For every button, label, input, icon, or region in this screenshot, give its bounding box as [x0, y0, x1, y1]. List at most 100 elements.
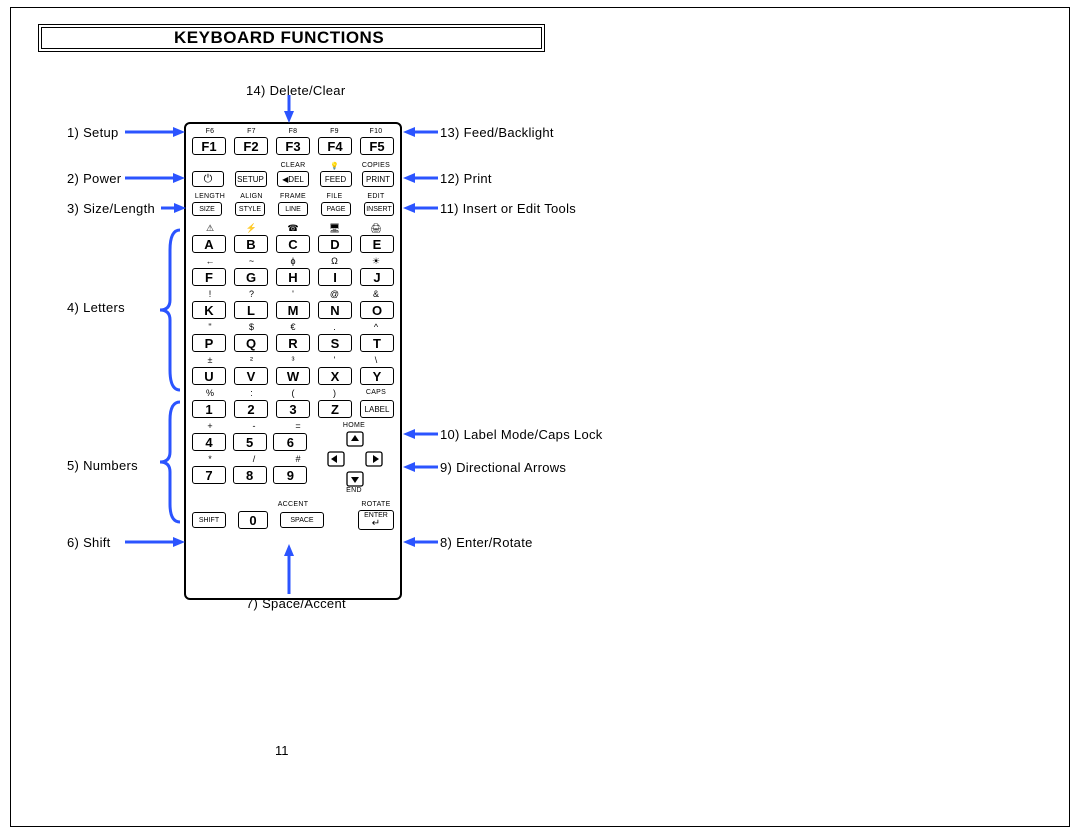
letters-row-2: K L M N O: [192, 301, 394, 319]
callout-11: 11) Insert or Edit Tools: [440, 201, 576, 216]
callout-3: 3) Size/Length: [67, 201, 155, 216]
key-y: Y: [360, 367, 394, 385]
key-b: B: [234, 235, 268, 253]
sym-4: ): [317, 389, 353, 399]
row2-labels: CLEAR 💡 COPIES: [192, 162, 394, 170]
page-number: 11: [275, 743, 289, 758]
sym-caps: CAPS: [358, 389, 394, 399]
arrow-13: [403, 126, 438, 138]
lbl-r3-4: EDIT: [358, 193, 394, 200]
label-f8: F8: [275, 128, 311, 135]
key-a: A: [192, 235, 226, 253]
key-f4: F4: [318, 137, 352, 155]
sym-t: ^: [358, 323, 394, 333]
key-line: LINE: [278, 202, 308, 216]
label-f6: F6: [192, 128, 228, 135]
callout-4: 4) Letters: [67, 300, 125, 315]
key-o: O: [360, 301, 394, 319]
key-shift: SHIFT: [192, 512, 226, 528]
sym-l: ?: [234, 290, 270, 300]
sym-m: ': [275, 290, 311, 300]
sym-minus: -: [236, 422, 272, 432]
key-d: D: [318, 235, 352, 253]
arrow-7: [283, 544, 295, 594]
key-f1: F1: [192, 137, 226, 155]
arrow-6: [125, 536, 185, 548]
arrow-9: [403, 461, 438, 473]
arrow-pad: [320, 430, 390, 488]
sym-n: @: [317, 290, 353, 300]
key-z: Z: [318, 400, 352, 418]
section-title-bar: KEYBOARD FUNCTIONS: [38, 24, 545, 52]
keypad-body: F6 F7 F8 F9 F10 F1 F2 F3 F4 F5 CLEAR 💡 C…: [184, 122, 402, 600]
key-n: N: [318, 301, 352, 319]
lbl-r2-3: 💡: [317, 162, 353, 170]
key-page: PAGE: [321, 202, 351, 216]
sym-k: !: [192, 290, 228, 300]
callout-7: 7) Space/Accent: [246, 596, 346, 611]
key-power: ⏻: [192, 171, 224, 187]
sym-u: ±: [192, 356, 228, 366]
sym-1: %: [192, 389, 228, 399]
key-u: U: [192, 367, 226, 385]
key-label: LABEL: [360, 400, 394, 418]
label-f7: F7: [234, 128, 270, 135]
callout-9: 9) Directional Arrows: [440, 460, 566, 475]
lbl-r2-0: [192, 162, 228, 170]
key-x: X: [318, 367, 352, 385]
sym-r: €: [275, 323, 311, 333]
lbl-b3: [317, 501, 353, 508]
key-print: PRINT: [362, 171, 394, 187]
sym-f: ←: [192, 257, 228, 267]
sym-3: (: [275, 389, 311, 399]
sym-x: ': [317, 356, 353, 366]
arrow-8: [403, 536, 438, 548]
letters-row-4: U V W X Y: [192, 367, 394, 385]
key-insert: INSERT: [364, 202, 394, 216]
key-9: 9: [273, 466, 307, 484]
letters-sym-5: % : ( ) CAPS: [192, 389, 394, 399]
key-2: 2: [234, 400, 268, 418]
brace-numbers: [156, 400, 182, 524]
key-1: 1: [192, 400, 226, 418]
sym-g: ~: [234, 257, 270, 267]
key-h: H: [276, 268, 310, 286]
key-c: C: [276, 235, 310, 253]
key-l: L: [234, 301, 268, 319]
label-f9: F9: [317, 128, 353, 135]
key-w: W: [276, 367, 310, 385]
callout-6: 6) Shift: [67, 535, 111, 550]
key-style: STYLE: [235, 202, 265, 216]
key-r: R: [276, 334, 310, 352]
sym-e: 🖨: [358, 224, 394, 234]
key-setup: SETUP: [235, 171, 267, 187]
key-space: SPACE: [280, 512, 324, 528]
sym-p: ": [192, 323, 228, 333]
letters-sym-1: ← ~ ϕ Ω ☀: [192, 257, 394, 267]
callout-1: 1) Setup: [67, 125, 119, 140]
sym-eq: =: [280, 422, 316, 432]
lbl-r3-0: LENGTH: [192, 193, 228, 200]
num-row-0: 1 2 3 Z LABEL: [192, 400, 394, 418]
sym-c: ☎: [275, 224, 311, 234]
letters-sym-4: ± ² ³ ' \: [192, 356, 394, 366]
lbl-r2-2: CLEAR: [275, 162, 311, 170]
key-7: 7: [192, 466, 226, 484]
lbl-r3-1: ALIGN: [234, 193, 270, 200]
fkey-row: F1 F2 F3 F4 F5: [192, 137, 394, 155]
lbl-r3-2: FRAME: [275, 193, 311, 200]
arrow-1: [125, 126, 185, 138]
arrow-3: [161, 202, 186, 214]
sym-j: ☀: [358, 257, 394, 267]
key-v: V: [234, 367, 268, 385]
key-g: G: [234, 268, 268, 286]
fkey-alt-row: F6 F7 F8 F9 F10: [192, 128, 394, 135]
lbl-r2-4: COPIES: [358, 162, 394, 170]
sym-v: ²: [234, 356, 270, 366]
key-size: SIZE: [192, 202, 222, 216]
callout-12: 12) Print: [440, 171, 492, 186]
key-f: F: [192, 268, 226, 286]
key-e: E: [360, 235, 394, 253]
sym-a: ⚠: [192, 224, 228, 234]
sym-2: :: [234, 389, 270, 399]
